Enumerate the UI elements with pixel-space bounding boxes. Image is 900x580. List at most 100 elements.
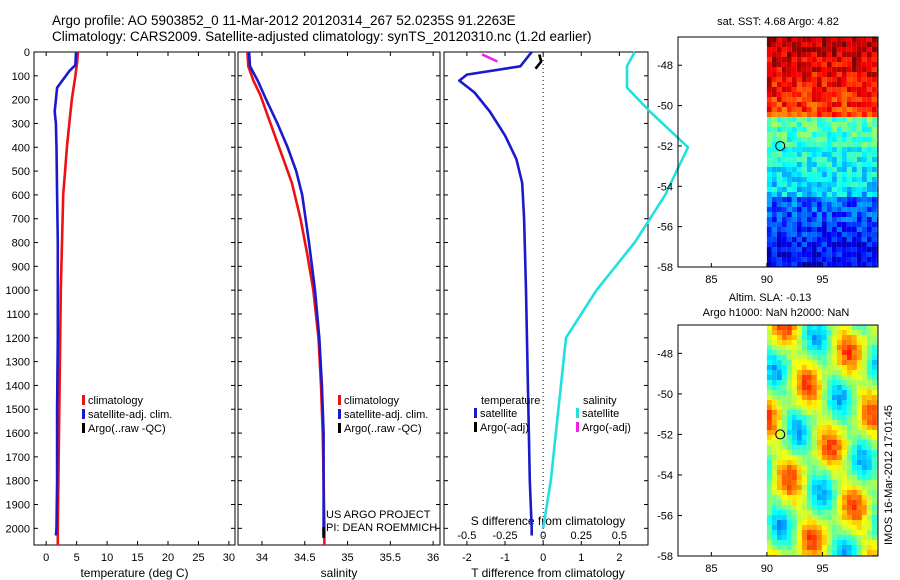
sst-map-cell [821,52,827,57]
sla-map-cell [806,400,812,405]
sst-map-cell [861,167,867,172]
sla-map-cell [866,390,872,395]
sst-map-cell [836,192,842,197]
sla-map-cell [771,445,777,450]
sst-map-cell [866,237,872,242]
sla-map-cell [806,355,812,360]
sla-map-cell [771,350,777,355]
sst-map-cell [806,227,812,232]
sla-map-cell [796,410,802,415]
sla-map-cell [776,365,782,370]
sst-map-cell [816,222,822,227]
sla-map-cell [821,535,827,540]
sst-map-cell [816,207,822,212]
sla-map-cell [766,545,772,550]
sla-map-cell [821,370,827,375]
sst-map-cell [811,52,817,57]
sla-map-cell [801,530,807,535]
sla-map-cell [861,460,867,465]
sla-map-cell [776,485,782,490]
sla-map-cell [796,350,802,355]
sst-map-cell [821,207,827,212]
sla-map-cell [776,450,782,455]
sst-map-cell [826,262,832,267]
sla-map-cell [821,360,827,365]
sla-map-cell [836,540,842,545]
sst-map-cell [771,132,777,137]
sst-map-cell [861,187,867,192]
sst-map-cell [771,67,777,72]
sst-map-cell [826,257,832,262]
sla-map-cell [841,405,847,410]
sla-map-cell [861,390,867,395]
sst-map-cell [851,97,857,102]
depth-tick-label: 1700 [6,452,30,464]
sst-map-cell [816,87,822,92]
sla-map-cell [811,425,817,430]
sla-map-cell [766,495,772,500]
sst-map-cell [771,142,777,147]
sla-map-cell [861,385,867,390]
sst-map-cell [866,147,872,152]
sla-map-cell [841,510,847,515]
sla-map-cell [816,490,822,495]
sst-map-cell [851,72,857,77]
sst-map-cell [831,92,837,97]
sst-map-cell [781,182,787,187]
sla-map-cell [836,425,842,430]
sla-map-cell [796,550,802,555]
sst-map-cell [766,47,772,52]
sla-map-cell [766,410,772,415]
sla-map-cell [816,345,822,350]
sst-map-cell [766,162,772,167]
sst-map-cell [786,187,792,192]
sst-map-cell [846,192,852,197]
sst-map-cell [771,47,777,52]
sla-map-cell [841,440,847,445]
sla-map-cell [841,365,847,370]
sst-map-cell [856,102,862,107]
sla-map-cell [866,360,872,365]
sst-map-cell [821,152,827,157]
sla-map-cell [836,550,842,555]
depth-tick-label: 1500 [6,404,30,416]
difference-series-magenta [481,53,498,63]
sst-map-cell [801,47,807,52]
sla-map-cell [826,400,832,405]
sst-map-cell [851,77,857,82]
sst-map-cell [851,237,857,242]
sla-map-cell [781,350,787,355]
sst-map-cell [771,237,777,242]
sla-map-cell [796,365,802,370]
sla-map-cell [771,465,777,470]
sla-map-cell [771,395,777,400]
sst-map-cell [816,257,822,262]
sdiff-tick-label: -0.25 [492,530,517,542]
sla-map-cell [811,370,817,375]
sla-map-cell [766,395,772,400]
sla-map-cell [871,435,877,440]
sla-map-cell [811,340,817,345]
sla-map-cell [821,420,827,425]
sla-map-cell [806,335,812,340]
sst-map-cell [811,117,817,122]
sla-map-cell [851,335,857,340]
sst-map-cell [786,172,792,177]
sst-map-cell [876,177,878,182]
sla-map-cell [831,385,837,390]
depth-tick-label: 300 [12,118,30,130]
sla-map-cell [851,520,857,525]
sla-map-cell [786,385,792,390]
sst-map-cell [851,112,857,117]
sst-map-cell [856,87,862,92]
sla-map-cell [791,350,797,355]
sla-map-cell [831,380,837,385]
sla-map-cell [836,395,842,400]
sla-map-cell [786,435,792,440]
sst-map-cell [866,107,872,112]
sla-map-cell [861,395,867,400]
sst-map-cell [816,77,822,82]
sst-map-cell [851,132,857,137]
sla-map-cell [846,495,852,500]
sst-map-cell [851,197,857,202]
